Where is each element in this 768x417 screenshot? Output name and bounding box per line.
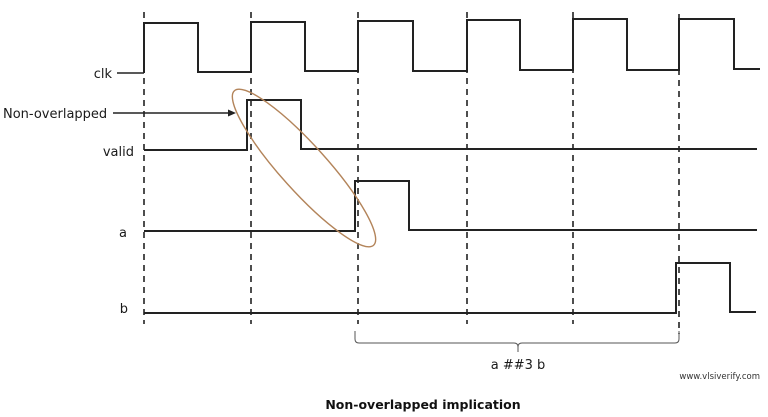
brace-icon <box>354 331 680 352</box>
clock-edge-gridlines <box>143 12 680 334</box>
signal-a: a <box>119 180 757 241</box>
clk-waveform <box>143 18 760 73</box>
highlight-ellipse <box>231 88 377 248</box>
valid-label: valid <box>103 145 134 160</box>
signal-valid: valid <box>103 99 757 160</box>
signal-b: b <box>120 262 756 317</box>
website-watermark: www.vlsiverify.com <box>679 372 760 382</box>
a-waveform <box>144 180 757 232</box>
b-label: b <box>120 302 128 317</box>
delay-label: a ##3 b <box>491 358 546 373</box>
a-label: a <box>119 226 127 241</box>
non-overlapped-annotation: Non-overlapped <box>3 107 236 122</box>
arrow-head-icon <box>228 109 236 117</box>
figure-caption: Non-overlapped implication <box>325 397 520 412</box>
delay-bracket: a ##3 b <box>354 331 680 373</box>
clk-label: clk <box>94 67 113 82</box>
signal-clk: clk <box>94 18 760 82</box>
valid-waveform <box>144 99 757 151</box>
b-waveform <box>144 262 756 314</box>
non-overlapped-label: Non-overlapped <box>3 107 107 122</box>
